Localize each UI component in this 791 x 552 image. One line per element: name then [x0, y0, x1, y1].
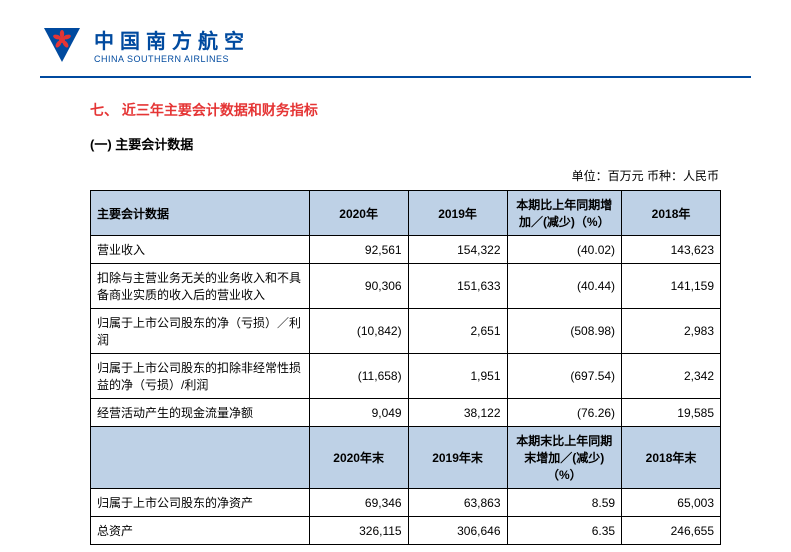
table-body-1: 营业收入 92,561 154,322 (40.02) 143,623 扣除与主… — [91, 236, 721, 545]
col-header-2020: 2020年 — [309, 191, 408, 236]
col-header-change: 本期比上年同期增加／(减少)（%） — [507, 191, 622, 236]
airline-logo-icon — [40, 24, 84, 64]
brand-block: 中国南方航空 CHINA SOUTHERN AIRLINES — [94, 25, 250, 64]
cell: 1,951 — [408, 354, 507, 399]
row-label: 归属于上市公司股东的扣除非经常性损益的净（亏损）/利润 — [91, 354, 310, 399]
brand-name-cn: 中国南方航空 — [94, 25, 250, 54]
cell: 2,342 — [622, 354, 721, 399]
row-label: 归属于上市公司股东的净（亏损）／利润 — [91, 309, 310, 354]
cell: (697.54) — [507, 354, 622, 399]
table-row: 总资产 326,115 306,646 6.35 246,655 — [91, 517, 721, 545]
col-header-change-end: 本期末比上年同期末增加／(减少)（%） — [507, 427, 622, 489]
unit-line: 单位：百万元 币种：人民币 — [90, 167, 719, 184]
table-row: 归属于上市公司股东的扣除非经常性损益的净（亏损）/利润 (11,658) 1,9… — [91, 354, 721, 399]
col-header-2019: 2019年 — [408, 191, 507, 236]
cell: (508.98) — [507, 309, 622, 354]
row-label: 营业收入 — [91, 236, 310, 264]
cell: 8.59 — [507, 489, 622, 517]
row-label: 经营活动产生的现金流量净额 — [91, 399, 310, 427]
cell: 65,003 — [622, 489, 721, 517]
cell: 63,863 — [408, 489, 507, 517]
cell: (11,658) — [309, 354, 408, 399]
col-header-label-2 — [91, 427, 310, 489]
cell: 9,049 — [309, 399, 408, 427]
cell: 151,633 — [408, 264, 507, 309]
cell: 90,306 — [309, 264, 408, 309]
col-header-2020-end: 2020年末 — [309, 427, 408, 489]
table-row: 归属于上市公司股东的净资产 69,346 63,863 8.59 65,003 — [91, 489, 721, 517]
cell: (40.02) — [507, 236, 622, 264]
cell: 38,122 — [408, 399, 507, 427]
cell: 6.35 — [507, 517, 622, 545]
cell: 246,655 — [622, 517, 721, 545]
cell: 69,346 — [309, 489, 408, 517]
cell: 2,651 — [408, 309, 507, 354]
table-header-row-2: 2020年末 2019年末 本期末比上年同期末增加／(减少)（%） 2018年末 — [91, 427, 721, 489]
row-label: 总资产 — [91, 517, 310, 545]
row-label: 扣除与主营业务无关的业务收入和不具备商业实质的收入后的营业收入 — [91, 264, 310, 309]
col-header-2018: 2018年 — [622, 191, 721, 236]
cell: 154,322 — [408, 236, 507, 264]
cell: 326,115 — [309, 517, 408, 545]
row-label: 归属于上市公司股东的净资产 — [91, 489, 310, 517]
table-row: 经营活动产生的现金流量净额 9,049 38,122 (76.26) 19,58… — [91, 399, 721, 427]
cell: 141,159 — [622, 264, 721, 309]
content-area: 七、 近三年主要会计数据和财务指标 (一) 主要会计数据 单位：百万元 币种：人… — [0, 78, 791, 545]
table-row: 归属于上市公司股东的净（亏损）／利润 (10,842) 2,651 (508.9… — [91, 309, 721, 354]
cell: (10,842) — [309, 309, 408, 354]
cell: 19,585 — [622, 399, 721, 427]
table-row: 营业收入 92,561 154,322 (40.02) 143,623 — [91, 236, 721, 264]
table-row: 扣除与主营业务无关的业务收入和不具备商业实质的收入后的营业收入 90,306 1… — [91, 264, 721, 309]
brand-name-en: CHINA SOUTHERN AIRLINES — [94, 54, 250, 64]
subsection-title: (一) 主要会计数据 — [90, 134, 721, 153]
col-header-2018-end: 2018年末 — [622, 427, 721, 489]
table-header-row-1: 主要会计数据 2020年 2019年 本期比上年同期增加／(减少)（%） 201… — [91, 191, 721, 236]
page-header: 中国南方航空 CHINA SOUTHERN AIRLINES — [0, 0, 791, 70]
cell: (40.44) — [507, 264, 622, 309]
cell: 2,983 — [622, 309, 721, 354]
section-title: 七、 近三年主要会计数据和财务指标 — [90, 100, 721, 120]
cell: 306,646 — [408, 517, 507, 545]
cell: 143,623 — [622, 236, 721, 264]
financial-table: 主要会计数据 2020年 2019年 本期比上年同期增加／(减少)（%） 201… — [90, 190, 721, 545]
col-header-label: 主要会计数据 — [91, 191, 310, 236]
cell: (76.26) — [507, 399, 622, 427]
cell: 92,561 — [309, 236, 408, 264]
col-header-2019-end: 2019年末 — [408, 427, 507, 489]
